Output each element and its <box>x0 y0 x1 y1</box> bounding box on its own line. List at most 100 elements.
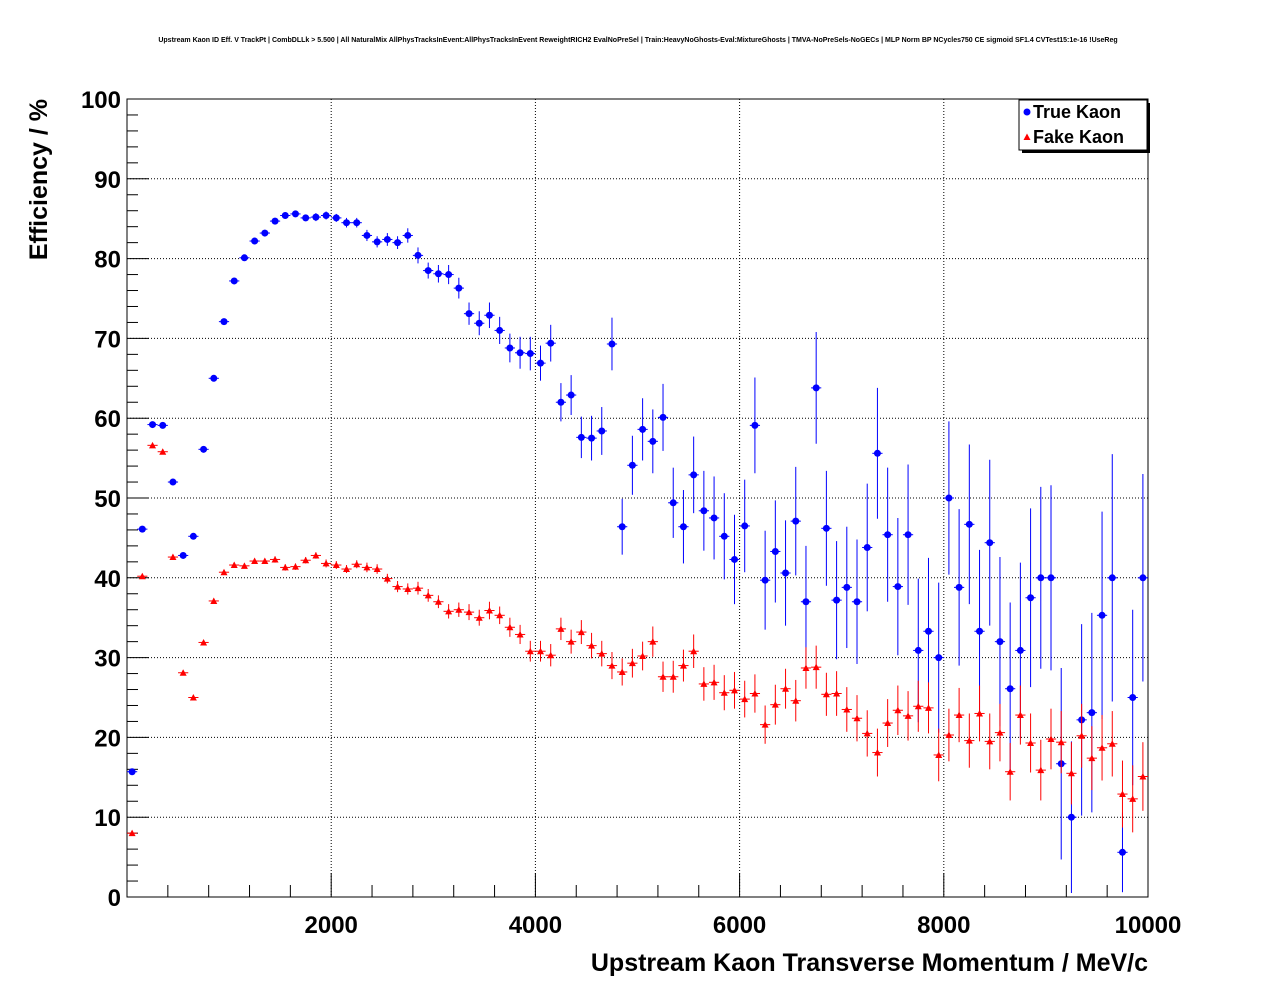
y-tick-label: 0 <box>108 885 121 912</box>
data-point <box>453 602 464 617</box>
data-point <box>923 557 934 705</box>
data-point <box>1096 715 1108 781</box>
x-tick-label: 8000 <box>917 912 970 939</box>
data-point <box>290 210 301 218</box>
legend-marker <box>1023 108 1031 116</box>
data-point <box>127 768 138 776</box>
y-tick-label: 20 <box>94 725 121 752</box>
data-point <box>555 383 567 422</box>
data-point <box>137 572 148 580</box>
data-point <box>637 641 648 671</box>
data-point <box>147 441 158 449</box>
data-point <box>1086 726 1097 791</box>
data-point <box>708 664 720 700</box>
data-point <box>147 421 158 429</box>
data-point <box>892 685 903 736</box>
y-tick-label: 100 <box>81 87 121 114</box>
data-point <box>535 640 546 662</box>
data-point <box>167 478 179 486</box>
data-point <box>606 652 618 680</box>
data-point <box>310 551 321 559</box>
data-point <box>984 459 995 626</box>
legend-label: Fake Kaon <box>1033 127 1124 147</box>
data-point <box>1025 713 1036 773</box>
data-point <box>259 229 270 237</box>
data-point <box>218 318 230 326</box>
data-point <box>208 597 219 604</box>
data-point <box>412 247 424 264</box>
data-point <box>514 624 526 645</box>
data-point <box>443 604 454 619</box>
data-point <box>719 493 730 580</box>
data-point <box>280 212 291 220</box>
y-tick-label: 80 <box>94 247 121 274</box>
data-point <box>831 541 842 660</box>
data-point <box>933 582 944 733</box>
data-point <box>239 254 250 262</box>
data-point <box>1045 485 1057 671</box>
y-tick-label: 70 <box>94 326 121 353</box>
data-point <box>178 669 189 676</box>
data-point <box>923 682 934 734</box>
data-point <box>913 680 924 732</box>
data-point <box>841 687 852 732</box>
data-point <box>1056 711 1067 774</box>
data-point <box>423 262 434 279</box>
data-point <box>320 211 332 220</box>
data-point <box>300 214 311 222</box>
series-0 <box>127 210 1148 894</box>
data-point <box>463 302 475 325</box>
data-point <box>229 277 240 285</box>
x-tick-label: 6000 <box>713 912 766 939</box>
data-point <box>606 317 618 371</box>
data-point <box>566 629 577 654</box>
data-point <box>841 526 852 649</box>
data-point <box>1117 760 1128 828</box>
data-point <box>882 467 893 602</box>
legend-label: True Kaon <box>1033 102 1121 122</box>
data-point <box>647 409 658 474</box>
data-point <box>372 236 383 248</box>
data-point <box>341 565 352 574</box>
data-point <box>504 333 515 363</box>
data-point <box>617 658 628 686</box>
data-point <box>964 713 975 768</box>
data-point <box>800 545 812 658</box>
x-tick-label: 10000 <box>1115 912 1182 939</box>
data-point <box>484 302 495 329</box>
data-point <box>780 520 791 626</box>
data-point <box>474 609 485 626</box>
data-point <box>1035 739 1046 801</box>
data-point <box>790 679 801 722</box>
data-point <box>453 277 464 299</box>
data-point <box>218 568 230 576</box>
data-point <box>698 667 709 701</box>
data-point <box>1015 685 1026 745</box>
data-point <box>443 264 454 285</box>
data-point <box>954 687 965 743</box>
data-point <box>627 435 638 495</box>
data-point <box>331 213 342 222</box>
y-tick-label: 90 <box>94 167 121 194</box>
legend-box <box>1018 99 1148 151</box>
data-point <box>668 660 679 693</box>
data-point <box>555 617 567 641</box>
chart-title: Upstream Kaon ID Eff. V TrackPt | CombDL… <box>158 37 1117 44</box>
y-tick-label: 60 <box>94 406 121 433</box>
data-point <box>964 444 975 605</box>
data-point <box>1137 474 1148 682</box>
data-point <box>1025 508 1036 688</box>
data-point <box>862 710 873 757</box>
data-point <box>1066 742 1077 805</box>
data-point <box>331 561 342 570</box>
data-point <box>637 398 648 461</box>
data-point <box>902 464 914 605</box>
data-points <box>127 210 1148 894</box>
data-point <box>269 217 281 225</box>
data-point <box>678 649 689 682</box>
data-point <box>576 620 587 645</box>
data-point <box>320 559 332 568</box>
data-point <box>514 336 526 369</box>
data-point <box>586 415 597 461</box>
